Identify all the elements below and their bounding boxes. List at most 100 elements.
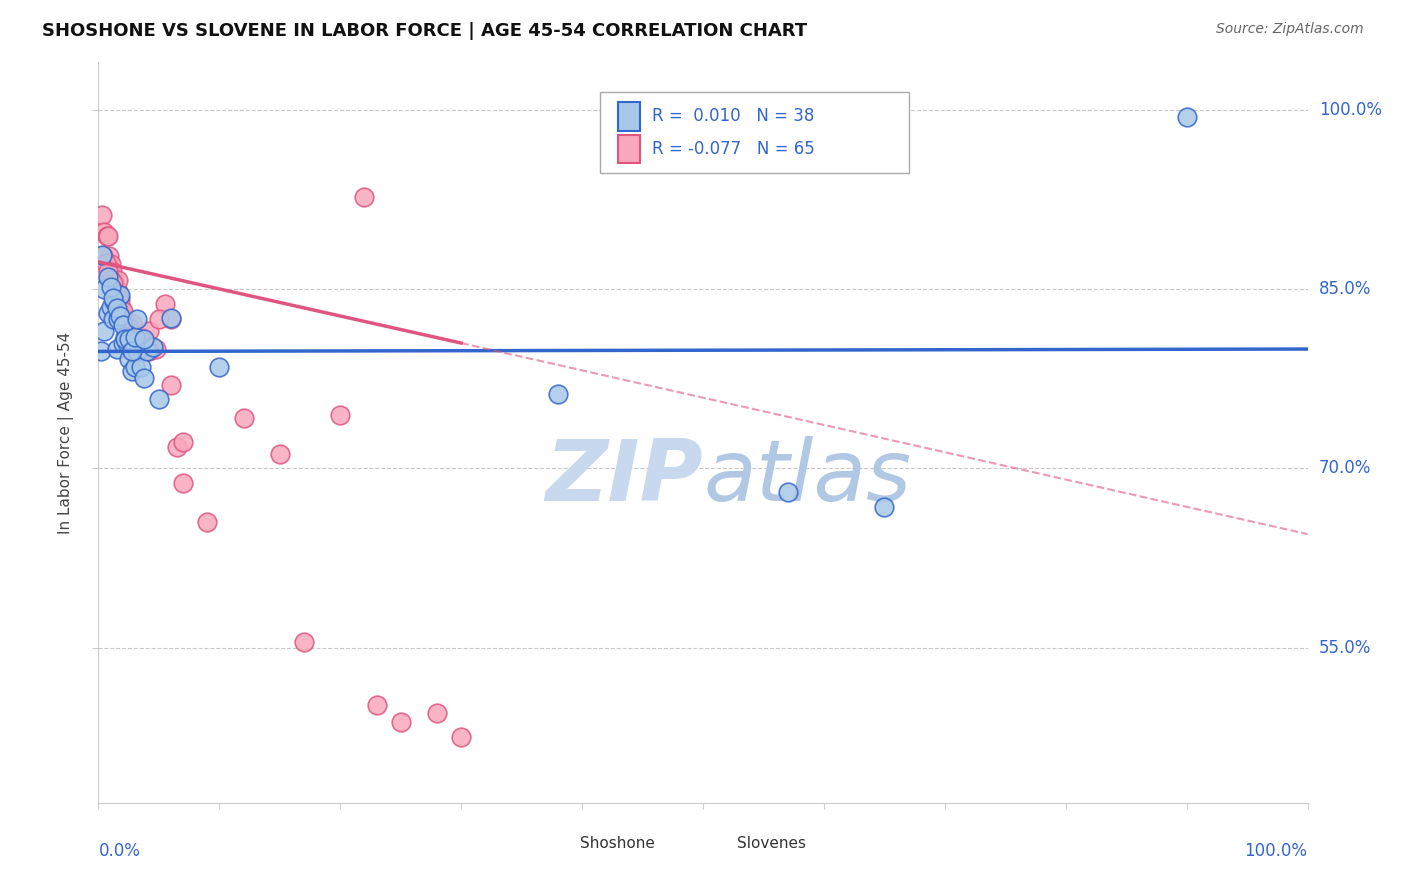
Point bbox=[101, 312, 124, 326]
Point bbox=[118, 324, 141, 338]
Point bbox=[105, 301, 128, 316]
Point bbox=[269, 447, 291, 461]
Text: SHOSHONE VS SLOVENE IN LABOR FORCE | AGE 45-54 CORRELATION CHART: SHOSHONE VS SLOVENE IN LABOR FORCE | AGE… bbox=[42, 22, 807, 40]
Point bbox=[353, 190, 375, 204]
FancyBboxPatch shape bbox=[546, 832, 572, 855]
Point bbox=[127, 333, 149, 347]
Point bbox=[103, 294, 125, 309]
Point bbox=[121, 363, 143, 377]
Text: 85.0%: 85.0% bbox=[1319, 280, 1371, 298]
Point bbox=[100, 280, 122, 294]
Point bbox=[100, 264, 122, 278]
Text: atlas: atlas bbox=[703, 435, 911, 518]
Point bbox=[105, 282, 128, 296]
Point bbox=[426, 706, 449, 721]
Point bbox=[114, 333, 136, 347]
Point bbox=[232, 411, 254, 425]
Point bbox=[124, 330, 146, 344]
Point bbox=[108, 288, 131, 302]
Point bbox=[100, 300, 122, 314]
Point bbox=[129, 330, 152, 344]
Point bbox=[121, 316, 143, 330]
Point bbox=[134, 333, 156, 347]
Point bbox=[118, 333, 141, 347]
Point bbox=[127, 344, 149, 359]
FancyBboxPatch shape bbox=[619, 135, 640, 163]
Point bbox=[104, 285, 127, 299]
Point bbox=[145, 342, 167, 356]
Point bbox=[117, 336, 139, 351]
Text: Shoshone: Shoshone bbox=[579, 836, 655, 851]
Point bbox=[93, 225, 115, 239]
Point bbox=[166, 440, 188, 454]
Point bbox=[547, 387, 569, 401]
Point bbox=[160, 312, 183, 326]
Point bbox=[111, 318, 134, 333]
Point bbox=[134, 370, 156, 384]
Point bbox=[111, 336, 134, 351]
Text: 100.0%: 100.0% bbox=[1319, 101, 1382, 120]
Point bbox=[153, 296, 176, 310]
Point bbox=[103, 273, 125, 287]
Point bbox=[97, 264, 120, 278]
Point bbox=[118, 351, 141, 366]
Point bbox=[389, 714, 412, 729]
Point bbox=[127, 336, 149, 351]
Point bbox=[138, 324, 160, 338]
Point bbox=[129, 333, 152, 347]
FancyBboxPatch shape bbox=[600, 92, 908, 173]
Point bbox=[160, 310, 183, 325]
Point bbox=[108, 288, 131, 302]
Point bbox=[172, 475, 194, 490]
Point bbox=[124, 359, 146, 374]
Text: 100.0%: 100.0% bbox=[1244, 842, 1308, 860]
Point bbox=[134, 333, 156, 347]
Point bbox=[110, 303, 132, 318]
Point bbox=[121, 327, 143, 342]
Point bbox=[172, 435, 194, 450]
Point bbox=[1175, 111, 1198, 125]
FancyBboxPatch shape bbox=[703, 832, 730, 855]
Text: ZIP: ZIP bbox=[546, 435, 703, 518]
Point bbox=[105, 342, 128, 356]
Point bbox=[148, 392, 170, 407]
Point bbox=[108, 292, 131, 306]
Text: 55.0%: 55.0% bbox=[1319, 639, 1371, 657]
Point bbox=[91, 208, 114, 222]
Point bbox=[776, 485, 799, 500]
Point bbox=[107, 292, 129, 306]
Point bbox=[111, 310, 134, 324]
Point bbox=[329, 408, 352, 422]
Text: R =  0.010   N = 38: R = 0.010 N = 38 bbox=[652, 108, 814, 126]
Point bbox=[101, 291, 124, 305]
Point bbox=[101, 277, 124, 291]
Point bbox=[208, 359, 231, 374]
Point bbox=[97, 306, 120, 320]
Point bbox=[91, 248, 114, 262]
Point bbox=[114, 330, 136, 344]
Point bbox=[93, 282, 115, 296]
Point bbox=[292, 634, 315, 648]
Point bbox=[90, 344, 112, 359]
Point bbox=[148, 312, 170, 326]
Point bbox=[129, 359, 152, 374]
Point bbox=[124, 330, 146, 344]
Point bbox=[93, 324, 115, 338]
Point bbox=[873, 500, 896, 514]
Point bbox=[111, 303, 134, 318]
Point bbox=[118, 320, 141, 334]
Point bbox=[114, 312, 136, 326]
Point bbox=[108, 309, 131, 323]
Text: Slovenes: Slovenes bbox=[737, 836, 806, 851]
Point bbox=[118, 320, 141, 334]
Point bbox=[114, 318, 136, 333]
Point bbox=[108, 296, 131, 310]
Point bbox=[91, 249, 114, 263]
Text: R = -0.077   N = 65: R = -0.077 N = 65 bbox=[652, 140, 815, 158]
Point bbox=[135, 344, 157, 359]
Point bbox=[134, 340, 156, 354]
FancyBboxPatch shape bbox=[619, 103, 640, 130]
Y-axis label: In Labor Force | Age 45-54: In Labor Force | Age 45-54 bbox=[58, 332, 75, 533]
Point bbox=[450, 730, 472, 744]
Point bbox=[127, 312, 149, 326]
